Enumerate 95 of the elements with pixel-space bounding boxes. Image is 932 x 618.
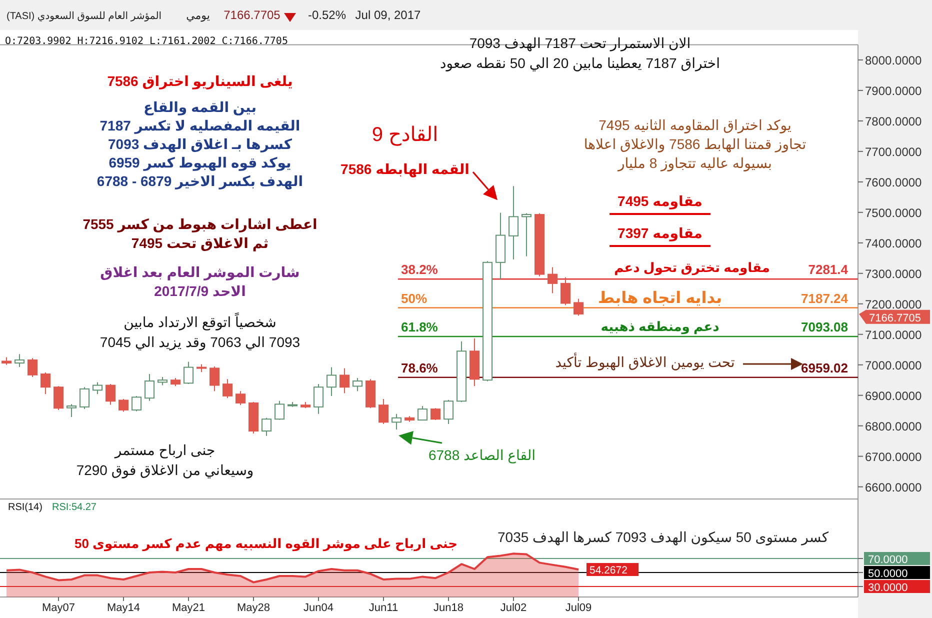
x-tick-label: May28	[236, 602, 270, 614]
candlestick	[314, 384, 324, 414]
candlestick	[508, 186, 518, 260]
candlestick	[28, 358, 38, 378]
candlestick	[574, 298, 584, 316]
annotation: مقاومه تخترق تحول دعم	[614, 260, 770, 276]
candlestick	[430, 408, 440, 421]
y-tick-label: 7800.0000	[865, 114, 922, 128]
x-tick-label: Jul09	[565, 602, 592, 614]
annotation: RSI:54.27	[52, 502, 97, 513]
x-tick-label: May07	[42, 602, 76, 614]
annotation: O:7203.9902 H:7216.9102 L:7161.2002 C:7166.7705	[5, 36, 288, 47]
annotation: 61.8%	[401, 319, 438, 334]
candlestick	[340, 368, 350, 394]
candlestick	[66, 404, 76, 418]
y-tick-label: 7600.0000	[865, 175, 922, 190]
text: 7166.7705	[869, 312, 921, 324]
x-tick-label: Jun11	[368, 602, 398, 614]
y-tick-label: 7700.0000	[865, 144, 922, 159]
candlestick	[352, 377, 362, 392]
annotation: جنى ارباح مستمر وسيعاني من الاغلاق فوق 7290	[76, 442, 254, 479]
y-tick-label: 7400.0000	[865, 236, 922, 250]
y-tick-label: 6600.0000	[865, 480, 922, 494]
annotation: شارت الموشر العام بعد اغلاق الاحد 2017/7/9	[100, 264, 300, 299]
ref-line-label: 7281.4	[808, 262, 849, 278]
y-tick-label: 30.0000	[868, 582, 908, 594]
annotation: القاع الصاعد 6788	[428, 447, 536, 464]
annotation: القمه الهابطه 7586	[340, 161, 470, 178]
ref-line-label: 7093.08	[801, 319, 848, 334]
text: Jul 09, 2017	[355, 8, 422, 22]
candlestick	[548, 266, 558, 294]
text: 7166.7705	[224, 8, 281, 22]
y-tick-label: 70.0000	[868, 554, 908, 566]
candlestick	[80, 386, 90, 410]
text: -0.52%	[308, 8, 346, 22]
y-tick-label: 7300.0000	[865, 266, 922, 281]
annotation: مقاومه 7397	[618, 225, 702, 242]
y-tick-label: 7100.0000	[865, 328, 922, 342]
annotation: الان الاستمرار تحت 7187 الهدف 7093 اختراق 7187 يعطينا مابين 20 الي 50 نقطه صعود	[440, 35, 720, 72]
annotation: جنى ارباح على موشر القوه النسبيه مهم عدم كسر مستوى 50	[74, 536, 458, 552]
y-tick-label: 50.0000	[868, 568, 908, 580]
candlestick	[378, 398, 388, 424]
candlestick	[40, 372, 50, 395]
y-tick-label: 6900.0000	[865, 388, 922, 403]
x-tick-label: May21	[172, 602, 206, 614]
text: المؤشر العام للسوق السعودي (TASI)	[6, 11, 162, 22]
x-tick-label: May14	[106, 602, 140, 614]
y-tick-label: 7200.0000	[865, 297, 922, 312]
candlestick	[326, 366, 336, 396]
candlestick	[210, 366, 220, 392]
annotation: 50%	[401, 290, 428, 306]
candlestick	[144, 373, 154, 402]
annotation: دعم ومنطقه ذهبيه	[600, 319, 720, 335]
candlestick	[522, 212, 532, 257]
candlestick	[222, 378, 232, 399]
annotation: القادح 9	[372, 124, 438, 146]
y-tick-label: 7900.0000	[865, 84, 922, 98]
candlestick	[118, 398, 128, 412]
candlestick	[14, 354, 24, 368]
chart-title: RSI(14)	[8, 502, 42, 513]
candlestick	[274, 400, 284, 420]
text: يومي	[186, 10, 210, 22]
annotation: بدايه اتجاه هابط	[598, 290, 722, 307]
ref-line-label: 6959.02	[801, 360, 848, 376]
annotation: 38.2%	[401, 262, 438, 278]
x-tick-label: Jun18	[434, 602, 464, 614]
candlestick	[444, 399, 454, 424]
candlestick	[560, 276, 570, 306]
candlestick	[184, 361, 194, 385]
annotation: كسر مستوى 50 سيكون الهدف 7093 كسرها الهدف 7035	[498, 529, 829, 546]
annotation: شخصياً اتوقع الارتداد مابين 7093 الي 7063 وقد يزيد الي 7045	[100, 312, 300, 351]
annotation: بين القمه والقاع القيمه المفصليه لا تكسر 7187 كسرها بـ اغلاق الهدف 7093 يوكد قوه الهبوط كسر 6959 الهدف بكسر الاخير 6879 - 6788	[96, 99, 304, 190]
y-tick-label: 6800.0000	[865, 419, 922, 434]
candlestick	[106, 384, 116, 406]
annotation: يوكد اختراق المقاومه الثانيه 7495 تجاوز قمتنا الهابط 7586 والاغلاق اعلاها بسيوله عاليه تتجاوز 8 مليار	[584, 117, 806, 172]
ref-line-label: 7187.24	[801, 290, 849, 306]
annotation: 54.2672	[590, 564, 628, 577]
y-tick-label: 7000.0000	[865, 358, 922, 372]
candlestick	[392, 413, 402, 430]
y-tick-label: 8000.0000	[865, 53, 922, 68]
candlestick	[92, 382, 102, 395]
annotation: 78.6%	[401, 360, 438, 376]
annotation: اعطى اشارات هبوط من كسر 7555 ثم الاغلاق تحت 7495	[82, 216, 318, 252]
y-tick-label: 7500.0000	[865, 206, 922, 220]
y-tick-label: 6700.0000	[865, 450, 922, 464]
x-tick-label: Jun04	[304, 602, 334, 614]
annotation: يلغى السيناريو اختراق 7586	[107, 73, 293, 90]
candlestick	[132, 395, 142, 412]
candlestick	[262, 417, 272, 436]
candlestick	[54, 386, 64, 410]
candlestick	[418, 406, 428, 421]
annotation: تحت يومين الاغلاق الهبوط تأكيد	[555, 352, 735, 371]
candlestick	[236, 390, 246, 406]
x-tick-label: Jul02	[500, 602, 527, 614]
annotation: مقاومه 7495	[618, 193, 702, 210]
